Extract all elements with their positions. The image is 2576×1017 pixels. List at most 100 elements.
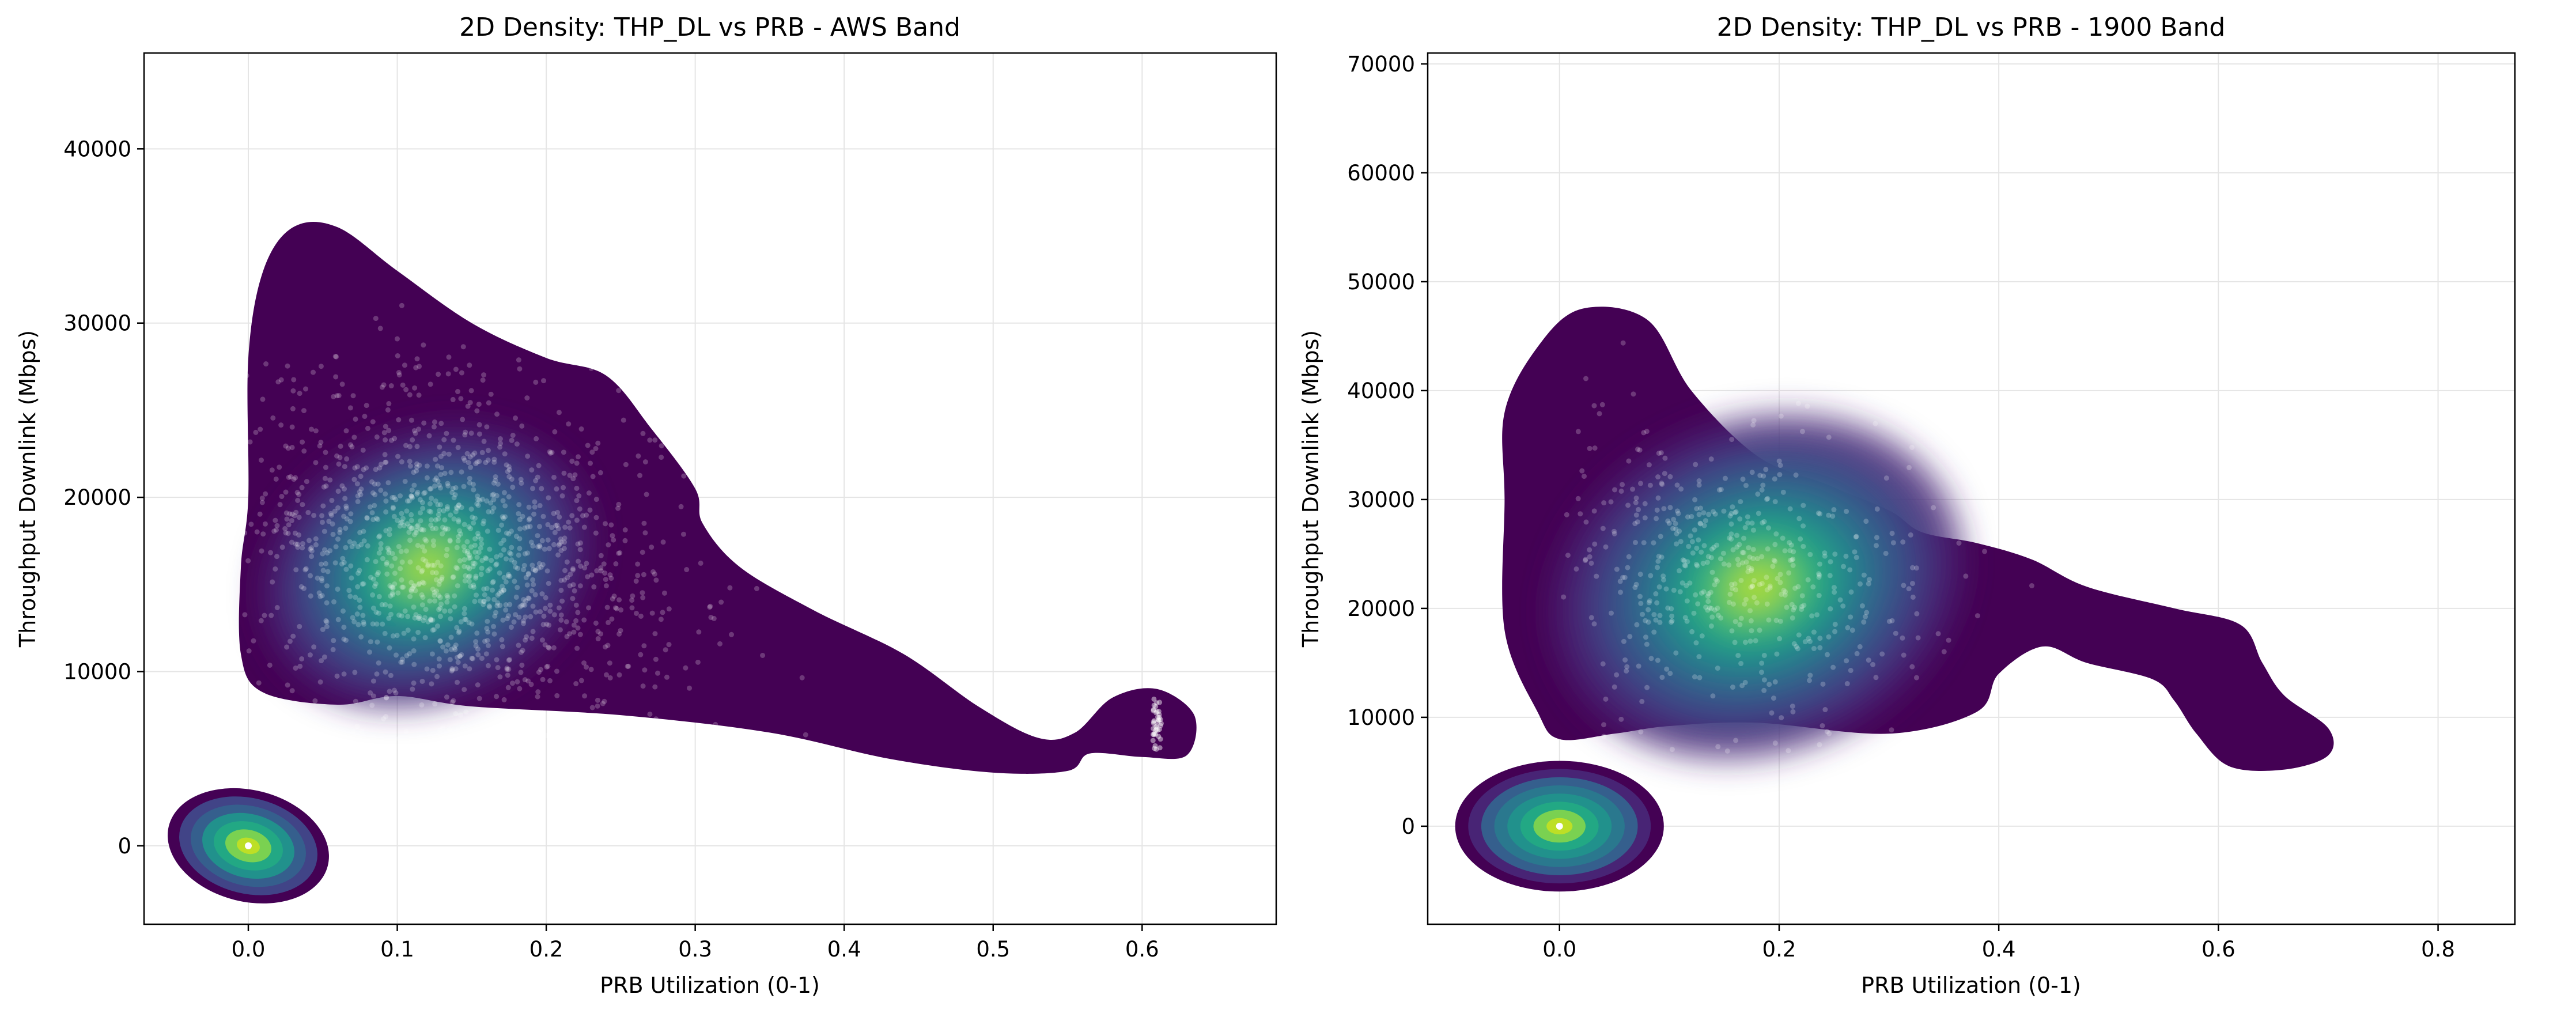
scatter-point xyxy=(663,647,668,653)
scatter-point xyxy=(1674,541,1679,547)
scatter-point xyxy=(707,739,713,745)
scatter-point xyxy=(335,505,341,511)
scatter-point xyxy=(616,597,622,603)
scatter-point xyxy=(1659,481,1665,486)
scatter-point xyxy=(532,504,538,510)
scatter-point xyxy=(376,570,381,576)
scatter-point xyxy=(394,633,400,638)
scatter-point xyxy=(472,450,478,456)
scatter-point xyxy=(398,549,404,554)
scatter-point xyxy=(323,561,328,566)
scatter-point xyxy=(1677,568,1682,573)
scatter-point xyxy=(571,622,577,628)
scatter-point xyxy=(1832,629,1838,634)
scatter-point xyxy=(802,744,808,750)
scatter-point xyxy=(581,617,587,623)
scatter-point xyxy=(1631,391,1636,397)
scatter-point xyxy=(335,489,341,494)
scatter-point xyxy=(1777,618,1783,624)
scatter-point xyxy=(1733,509,1739,515)
scatter-point xyxy=(543,595,549,600)
scatter-point xyxy=(1749,566,1754,572)
scatter-point xyxy=(430,525,436,531)
scatter-point xyxy=(1618,716,1624,722)
scatter-point xyxy=(1728,536,1734,542)
scatter-point xyxy=(1913,675,1919,680)
scatter-point xyxy=(516,502,522,508)
scatter-point xyxy=(373,516,379,521)
scatter-point xyxy=(428,381,433,387)
scatter-point xyxy=(1696,482,1702,488)
scatter-point xyxy=(449,666,455,672)
scatter-point xyxy=(389,551,395,557)
scatter-point xyxy=(589,572,595,578)
scatter-point xyxy=(1873,675,1879,680)
y-tick-label: 60000 xyxy=(1347,161,1415,186)
scatter-point xyxy=(520,602,526,607)
scatter-point xyxy=(505,613,511,619)
scatter-point xyxy=(473,639,479,645)
scatter-point xyxy=(1759,660,1765,666)
scatter-point xyxy=(339,381,345,387)
scatter-point xyxy=(513,415,519,421)
scatter-point xyxy=(666,642,672,648)
scatter-point xyxy=(606,619,611,625)
scatter-point xyxy=(1726,600,1732,606)
scatter-point xyxy=(553,523,559,528)
scatter-point xyxy=(555,552,561,558)
scatter-point xyxy=(1601,722,1606,728)
scatter-point xyxy=(396,372,402,378)
scatter-point xyxy=(277,464,282,470)
scatter-point xyxy=(1817,511,1823,517)
scatter-point xyxy=(1634,622,1640,627)
scatter-point xyxy=(437,727,442,733)
scatter-point xyxy=(461,544,467,550)
scatter-point xyxy=(1858,581,1863,587)
scatter-point xyxy=(528,539,534,545)
scatter-point xyxy=(457,653,463,659)
scatter-point xyxy=(335,536,341,542)
scatter-point xyxy=(595,703,600,709)
scatter-point xyxy=(370,605,376,611)
scatter-point xyxy=(1646,462,1652,468)
scatter-point xyxy=(408,493,414,499)
scatter-point xyxy=(413,365,419,370)
scatter-point xyxy=(370,621,376,627)
scatter-point xyxy=(1627,634,1633,640)
scatter-point xyxy=(595,697,600,703)
scatter-point xyxy=(555,509,561,515)
scatter-point xyxy=(1665,518,1671,524)
scatter-point xyxy=(378,546,384,551)
scatter-point xyxy=(473,575,479,581)
scatter-point xyxy=(468,388,474,394)
scatter-point xyxy=(1708,589,1713,595)
scatter-point xyxy=(407,651,413,656)
scatter-point xyxy=(1696,537,1701,543)
scatter-point xyxy=(540,676,546,682)
scatter-point xyxy=(1848,614,1853,620)
scatter-point xyxy=(558,536,563,542)
scatter-point xyxy=(1641,540,1647,546)
scatter-point xyxy=(319,576,325,581)
x-tick-label: 0.0 xyxy=(232,937,266,962)
scatter-point xyxy=(1156,727,1162,732)
scatter-point xyxy=(500,498,506,504)
scatter-point xyxy=(536,561,542,566)
scatter-point xyxy=(376,593,382,599)
scatter-point xyxy=(540,637,546,643)
scatter-point xyxy=(578,426,584,432)
scatter-point xyxy=(1730,504,1735,510)
scatter-point xyxy=(431,543,437,549)
scatter-point xyxy=(1660,573,1666,579)
scatter-point xyxy=(1671,516,1677,522)
scatter-point xyxy=(638,613,644,619)
scatter-point xyxy=(595,629,601,634)
scatter-point xyxy=(319,578,325,584)
scatter-point xyxy=(409,494,415,500)
scatter-point xyxy=(372,584,378,589)
scatter-point xyxy=(432,598,437,604)
scatter-point xyxy=(523,637,528,643)
scatter-point xyxy=(1732,581,1738,587)
scatter-point xyxy=(416,426,422,432)
scatter-point xyxy=(1786,570,1792,576)
